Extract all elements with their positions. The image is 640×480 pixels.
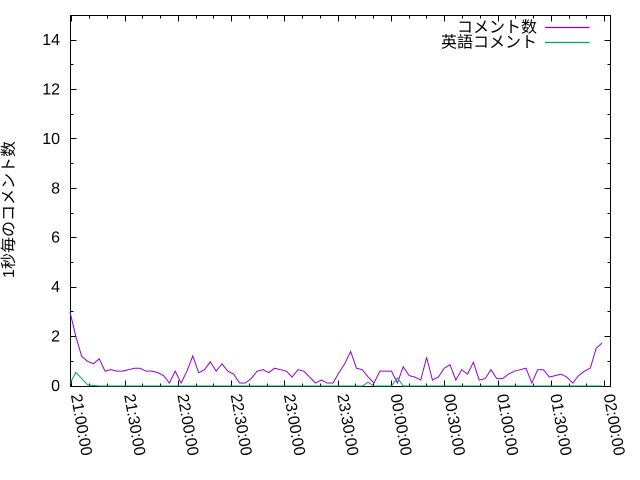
svg-text:14: 14 [42,32,60,49]
svg-text:0: 0 [51,378,60,395]
svg-text:8: 8 [51,180,60,197]
svg-text:1秒毎のコメント数: 1秒毎のコメント数 [0,141,18,278]
svg-text:02:00:00: 02:00:00 [600,393,628,457]
svg-text:6: 6 [51,230,60,247]
svg-text:英語コメント: 英語コメント [441,34,537,52]
svg-text:01:00:00: 01:00:00 [493,393,521,457]
svg-text:23:30:00: 23:30:00 [333,393,361,457]
svg-text:01:30:00: 01:30:00 [546,393,574,457]
svg-text:21:00:00: 21:00:00 [67,393,95,457]
svg-text:2: 2 [51,329,60,346]
svg-text:22:00:00: 22:00:00 [173,393,201,457]
svg-text:00:30:00: 00:30:00 [440,393,468,457]
svg-text:12: 12 [42,81,60,98]
svg-text:22:30:00: 22:30:00 [227,393,255,457]
svg-text:23:00:00: 23:00:00 [280,393,308,457]
svg-text:10: 10 [42,131,60,148]
svg-text:00:00:00: 00:00:00 [387,393,415,457]
svg-text:21:30:00: 21:30:00 [120,393,148,457]
svg-text:4: 4 [51,279,60,296]
